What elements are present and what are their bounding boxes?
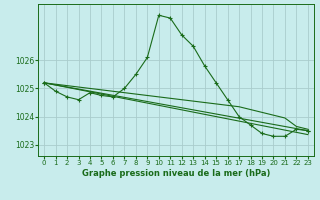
X-axis label: Graphe pression niveau de la mer (hPa): Graphe pression niveau de la mer (hPa) xyxy=(82,169,270,178)
